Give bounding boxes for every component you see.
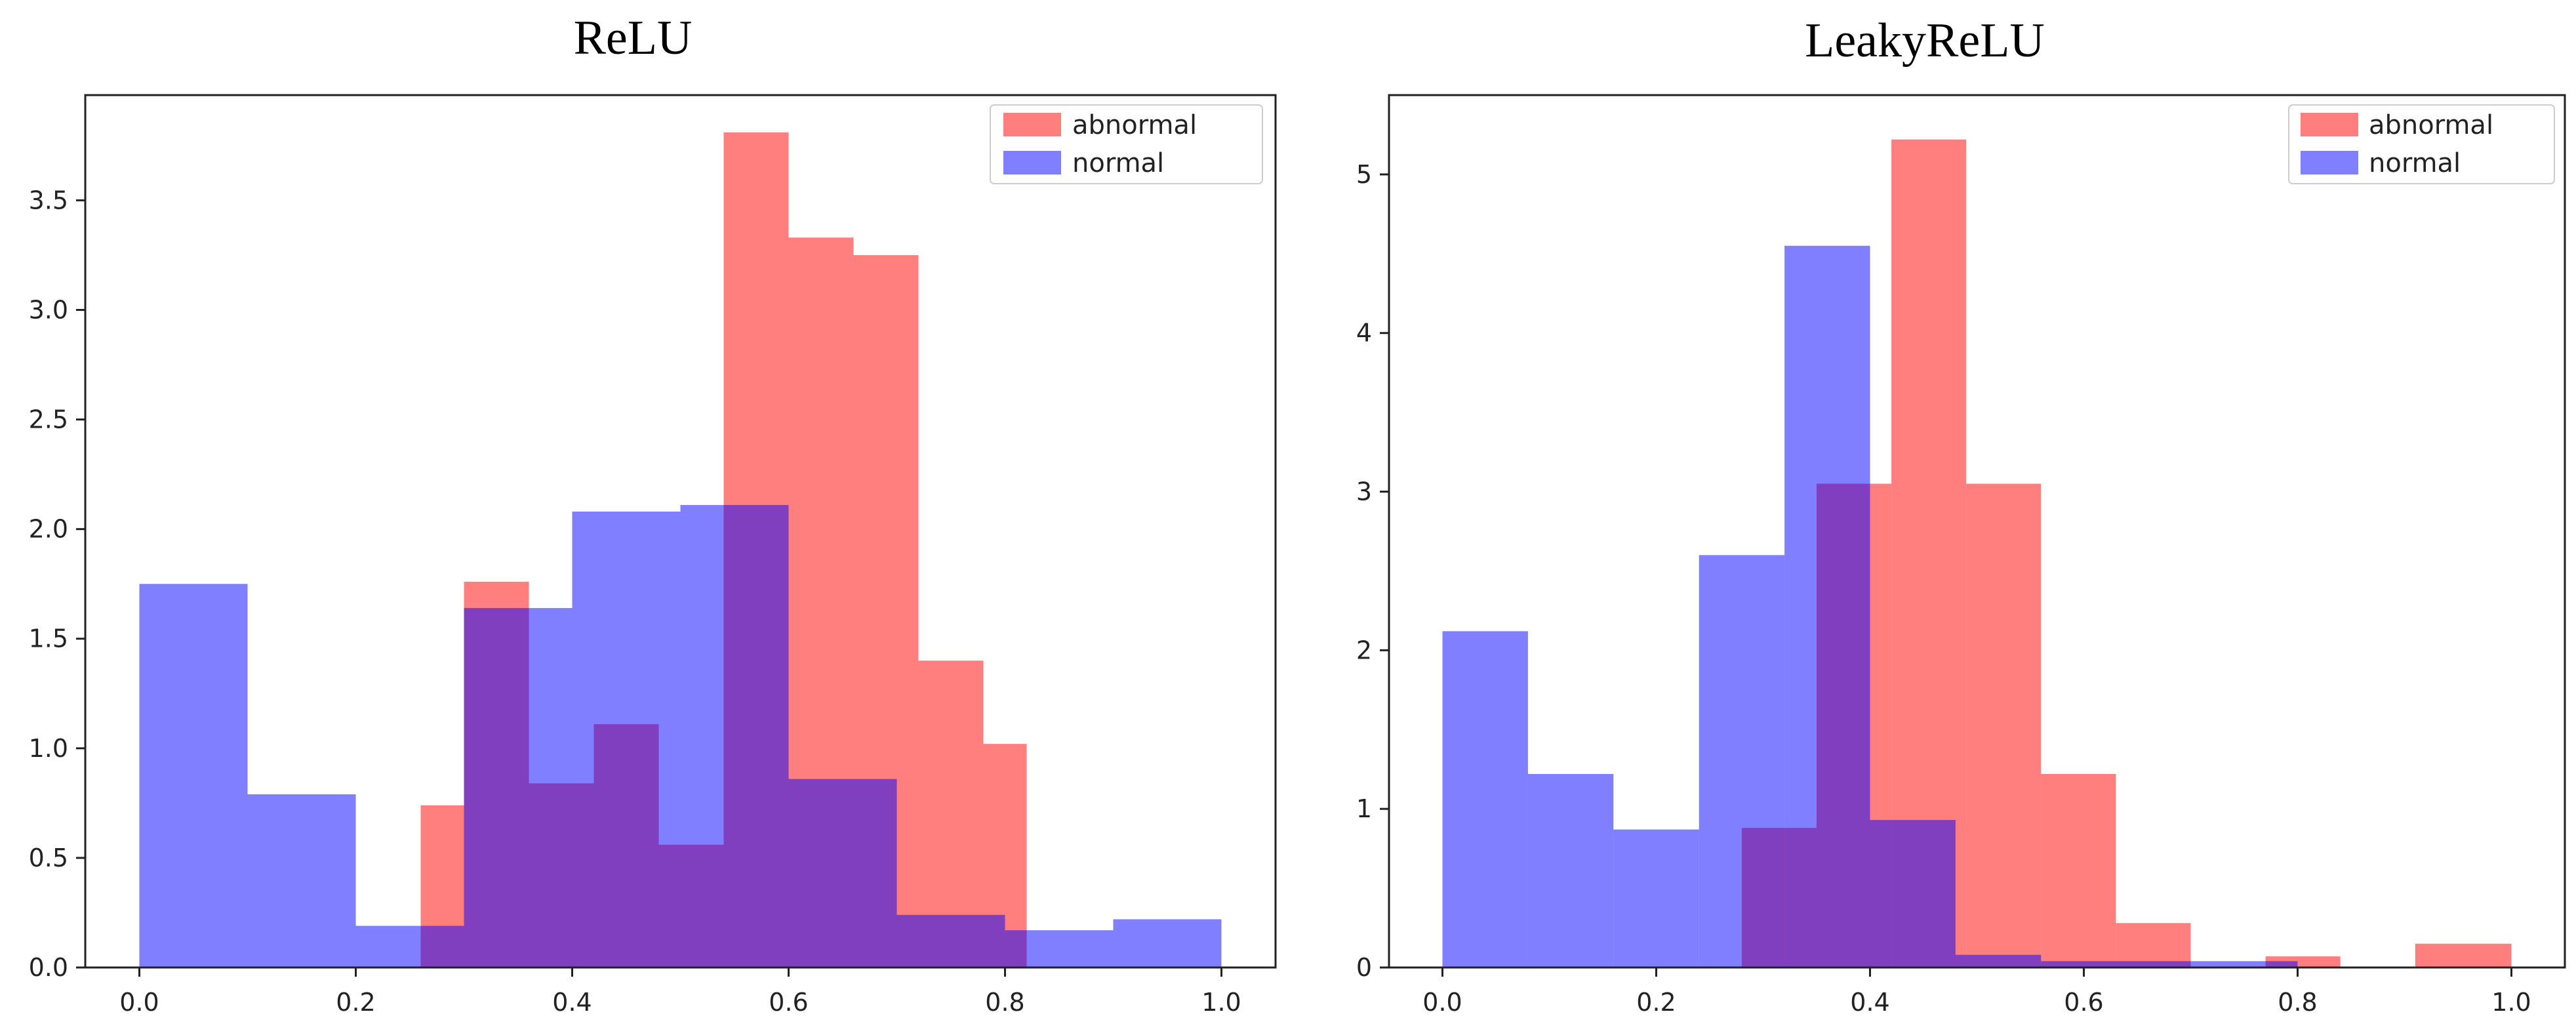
relu-bar-normal (1005, 930, 1114, 967)
leakyrelu-bar-normal (2212, 961, 2298, 967)
leakyrelu-bar-normal (2041, 961, 2127, 967)
leakyrelu-y-tick-label: 3 (1356, 478, 1372, 506)
leakyrelu-legend-label-abnormal: abnormal (2369, 110, 2493, 140)
leakyrelu-bar-normal (2126, 961, 2213, 967)
relu-x-tick-label: 0.4 (552, 988, 592, 1017)
leakyrelu-bar-abnormal (1966, 483, 2042, 967)
leakyrelu-histogram-panel: LeakyReLU 0.0 0.2 0.4 0.6 0.8 1.0 0 1 2 3 4 5 abno… (1356, 14, 2566, 1017)
leakyrelu-y-tick-label: 2 (1356, 636, 1372, 664)
relu-bar-normal (1113, 919, 1222, 967)
leakyrelu-legend: abnormal normal (2288, 104, 2555, 184)
relu-bar-normal (896, 914, 1005, 967)
leakyrelu-y-tick-label: 0 (1356, 953, 1372, 982)
leakyrelu-bar-abnormal (2116, 923, 2191, 967)
leakyrelu-bar-normal (1442, 631, 1528, 967)
leakyrelu-bar-abnormal (2041, 773, 2116, 967)
relu-histogram-panel: ReLU 0.0 0.2 0.4 0.6 0.8 1.0 0.0 0.5 1.0 1.5 2.0 2… (29, 11, 1277, 1017)
leakyrelu-bar-normal (1527, 773, 1614, 967)
relu-bar-normal (464, 607, 573, 967)
relu-bars (139, 132, 1222, 968)
relu-bar-normal (247, 794, 356, 967)
relu-y-tick-label: 2.5 (29, 405, 68, 434)
relu-legend-swatch-abnormal (1003, 113, 1061, 136)
relu-bar-normal (788, 779, 897, 967)
relu-x-tick-label: 0.0 (119, 988, 159, 1017)
relu-y-tick-label: 2.0 (29, 515, 68, 544)
relu-y-tick-label: 0.5 (29, 844, 68, 872)
relu-y-tick-label: 0.0 (29, 953, 68, 982)
relu-x-tick-label: 0.6 (769, 988, 808, 1017)
relu-chart-title: ReLU (574, 11, 693, 65)
relu-y-tick-label: 3.0 (29, 295, 68, 324)
leakyrelu-bars (1442, 139, 2512, 967)
relu-legend-label-normal: normal (1072, 148, 1164, 178)
relu-bar-normal (139, 584, 248, 967)
leakyrelu-bar-normal (1613, 829, 1699, 967)
leakyrelu-x-tick-label: 0.6 (2064, 988, 2103, 1017)
relu-bar-normal (355, 926, 464, 967)
relu-x-tick-label: 1.0 (1201, 988, 1241, 1017)
relu-x-axis: 0.0 0.2 0.4 0.6 0.8 1.0 (119, 967, 1241, 1017)
leakyrelu-bar-normal (1699, 555, 1785, 967)
leakyrelu-plot-frame (1388, 94, 2566, 969)
leakyrelu-bar-abnormal (2415, 943, 2512, 967)
relu-legend-label-abnormal: abnormal (1072, 110, 1197, 140)
leakyrelu-bar-normal (1784, 245, 1870, 967)
leakyrelu-x-axis: 0.0 0.2 0.4 0.6 0.8 1.0 (1422, 967, 2531, 1017)
relu-x-tick-label: 0.2 (336, 988, 375, 1017)
relu-y-tick-label: 1.0 (29, 734, 68, 763)
relu-legend: abnormal normal (990, 104, 1263, 184)
relu-legend-swatch-normal (1003, 151, 1061, 174)
relu-bar-normal (680, 504, 789, 967)
leakyrelu-x-tick-label: 0.4 (1850, 988, 1889, 1017)
leakyrelu-legend-swatch-abnormal (2301, 113, 2358, 136)
relu-y-tick-label: 3.5 (29, 186, 68, 214)
relu-y-tick-label: 1.5 (29, 624, 68, 653)
leakyrelu-y-tick-label: 4 (1356, 319, 1372, 348)
relu-y-axis: 0.0 0.5 1.0 1.5 2.0 2.5 3.0 3.5 (29, 186, 85, 982)
leakyrelu-bar-normal (1870, 820, 1956, 967)
leakyrelu-y-tick-label: 1 (1356, 794, 1372, 823)
relu-x-tick-label: 0.8 (985, 988, 1024, 1017)
leakyrelu-x-tick-label: 0.8 (2278, 988, 2317, 1017)
leakyrelu-x-tick-label: 0.0 (1422, 988, 1462, 1017)
leakyrelu-legend-swatch-normal (2301, 151, 2358, 174)
leakyrelu-legend-label-normal: normal (2369, 148, 2461, 178)
leakyrelu-bar-normal (1955, 954, 2042, 967)
leakyrelu-y-tick-label: 5 (1356, 160, 1372, 189)
leakyrelu-x-tick-label: 1.0 (2491, 988, 2531, 1017)
relu-bar-normal (572, 511, 681, 967)
leakyrelu-chart-title: LeakyReLU (1805, 14, 2045, 68)
leakyrelu-y-axis: 0 1 2 3 4 5 (1356, 160, 1389, 982)
leakyrelu-x-tick-label: 0.2 (1636, 988, 1676, 1017)
relu-plot-frame (84, 94, 1277, 969)
